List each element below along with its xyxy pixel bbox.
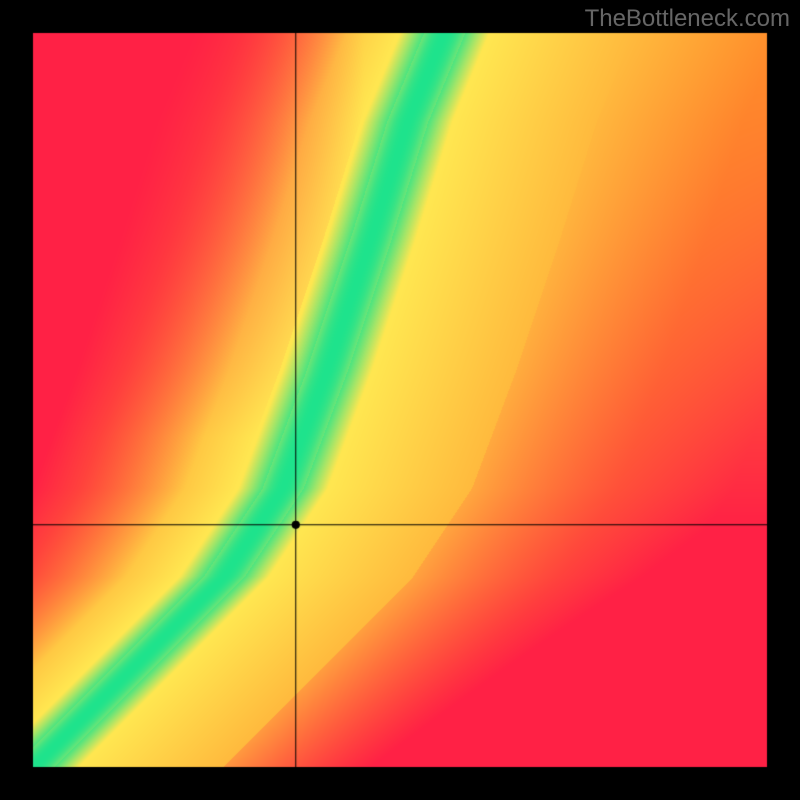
watermark-text: TheBottleneck.com [585, 5, 790, 33]
heatmap-canvas [0, 0, 800, 800]
